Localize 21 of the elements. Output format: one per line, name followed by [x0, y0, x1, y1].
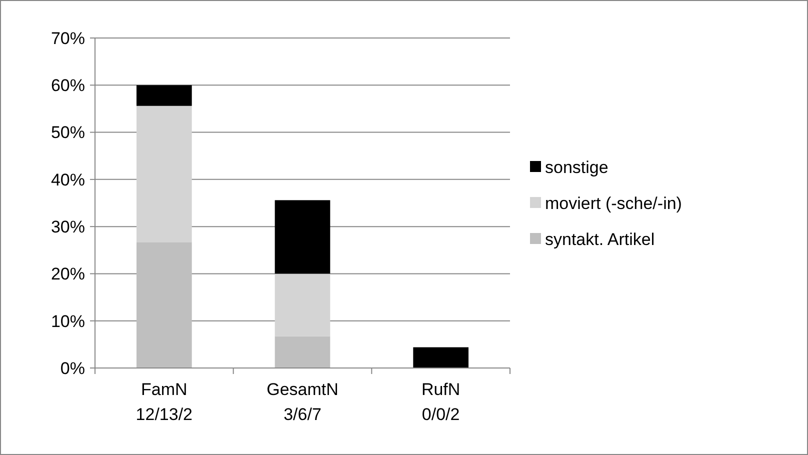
x-tick-label: RufN 0/0/2 — [421, 380, 460, 424]
y-tick-label: 70% — [50, 28, 85, 48]
x-tick-label: GesamtN 3/6/7 — [266, 380, 338, 424]
y-tick-label: 30% — [50, 218, 85, 237]
y-tick-label: 40% — [50, 170, 85, 190]
legend-label: sonstige — [545, 158, 608, 177]
bar — [413, 347, 468, 368]
bar — [274, 274, 330, 336]
legend-label: syntakt. Artikel — [545, 230, 655, 249]
bar — [274, 200, 330, 274]
x-tick-label: FamN 12/13/2 — [136, 380, 193, 424]
y-tick-label: 50% — [50, 123, 85, 142]
y-tick-label: 60% — [50, 76, 85, 96]
bar — [136, 242, 192, 368]
y-tick-label: 10% — [50, 312, 85, 331]
bar — [274, 336, 330, 368]
y-tick-label: 20% — [50, 264, 85, 284]
legend-label: moviert (-sche/-in) — [545, 194, 682, 213]
bar — [136, 85, 192, 106]
bar — [136, 106, 192, 242]
y-tick-label: 0% — [60, 358, 85, 378]
